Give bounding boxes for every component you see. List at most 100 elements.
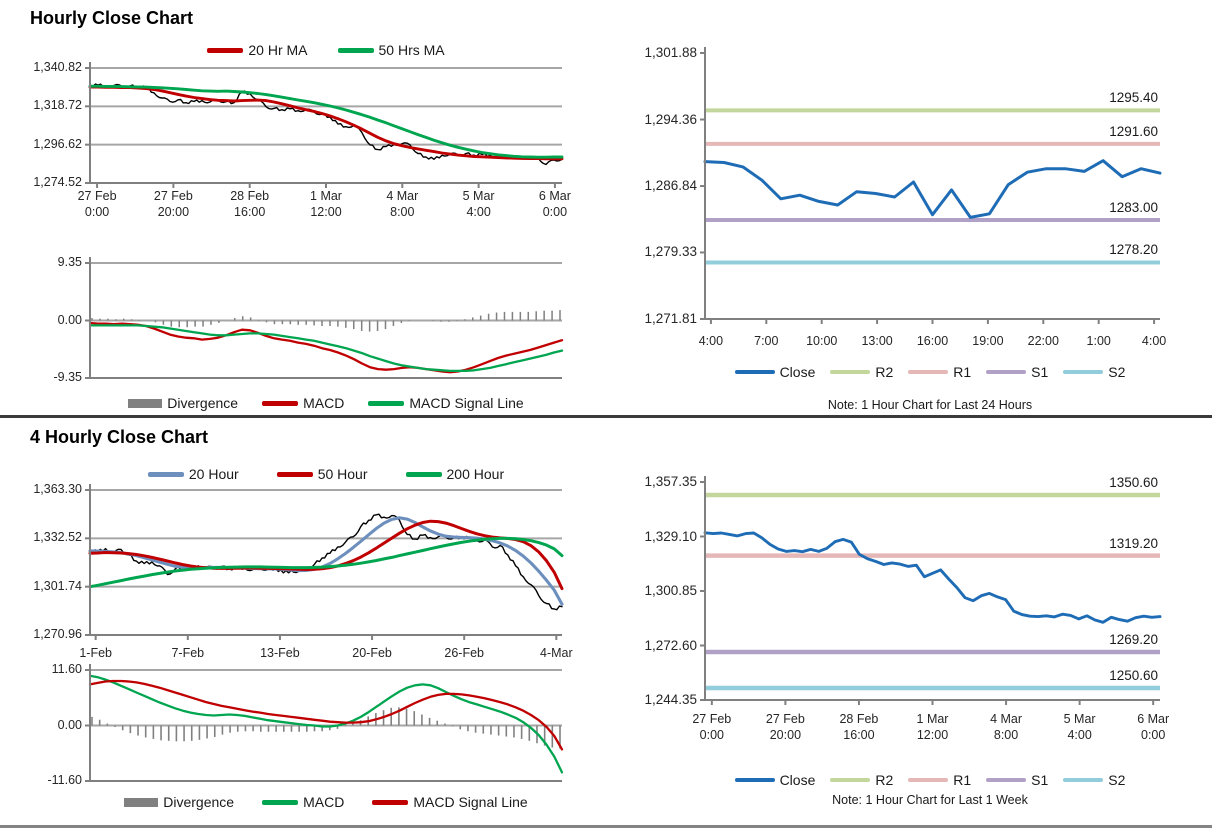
legend-item-close: Close: [734, 772, 815, 788]
legend-label: MACD: [303, 395, 345, 411]
20hr-ma-swatch: [207, 47, 244, 53]
ytick-label: -9.35: [53, 370, 83, 384]
macd-signal-swatch: [372, 799, 409, 805]
ytick-label: 1,271.81: [644, 311, 697, 326]
20hour-swatch: [147, 471, 184, 477]
close-swatch: [734, 778, 775, 782]
ytick-label: 1,318.72: [33, 98, 82, 113]
ytick-label: 1,332.52: [33, 530, 82, 545]
level-label-r2: 1295.40: [1109, 90, 1158, 106]
xtick-label: 27 Feb 0:00: [77, 189, 117, 219]
four-hourly-ma-legend: 20 Hour 50 Hour 200 Hour: [90, 466, 562, 482]
legend-item-r2: R2: [830, 772, 893, 788]
legend-item-50hour: 50 Hour: [276, 466, 368, 482]
r2-swatch: [830, 370, 871, 374]
ytick-label: 1,294.36: [644, 111, 697, 127]
hourly-macd-plot: [85, 257, 564, 379]
r1-swatch: [908, 778, 949, 782]
ytick-label: 1,329.10: [644, 528, 697, 544]
legend-item-divergence: Divergence: [124, 794, 234, 810]
xtick-label: 16:00: [916, 334, 949, 348]
legend-item-macd: MACD: [262, 395, 344, 411]
r1-swatch: [908, 370, 949, 374]
xtick-label: 19:00: [972, 334, 1004, 348]
legend-item-s2: S2: [1063, 364, 1125, 380]
xtick-label: 4:00: [1141, 334, 1167, 348]
ytick-label: 9.35: [57, 255, 82, 269]
xtick-label: 27 Feb 0:00: [692, 712, 732, 742]
four-hourly-macd-legend: Divergence MACD MACD Signal Line: [90, 794, 562, 810]
ytick-label: 1,296.62: [33, 136, 82, 151]
legend-item-macd: MACD: [262, 794, 344, 810]
legend-label: MACD: [303, 794, 345, 810]
legend-item-20hour: 20 Hour: [147, 466, 239, 482]
hourly-close-chart-title: Hourly Close Chart: [30, 8, 194, 28]
ytick-label: 1,301.74: [33, 578, 82, 593]
legend-label: R2: [875, 772, 894, 788]
legend-item-macd-signal: MACD Signal Line: [372, 794, 528, 810]
level-label-r2: 1350.60: [1109, 475, 1158, 491]
legend-label: 20 Hour: [188, 466, 239, 482]
ytick-label: 1,300.85: [644, 583, 697, 598]
legend-item-r1: R1: [908, 364, 971, 380]
level-label-s2: 1250.60: [1109, 667, 1158, 683]
xtick-label: 4-Mar: [540, 646, 573, 660]
four-hourly-macd-plot: [85, 664, 564, 782]
legend-item-s1: S1: [986, 772, 1048, 788]
legend-item-divergence: Divergence: [128, 395, 238, 411]
xtick-label: 28 Feb 16:00: [230, 189, 270, 219]
legend-label: S1: [1031, 772, 1049, 788]
200hour-swatch: [405, 471, 442, 477]
four-hourly-week-legend: Close R2 R1 S1 S2: [695, 772, 1165, 788]
ytick-label: 1,270.96: [33, 627, 82, 641]
ytick-label: 1,301.88: [644, 45, 697, 60]
level-label-s2: 1278.20: [1109, 242, 1158, 258]
ytick-label: 1,279.33: [644, 244, 697, 260]
level-label-r1: 1291.60: [1109, 123, 1158, 139]
ytick-label: 0.00: [57, 312, 82, 327]
xtick-label: 26-Feb: [444, 646, 484, 660]
legend-item-close: Close: [734, 364, 816, 380]
legend-label: 200 Hour: [446, 466, 505, 482]
ytick-label: -11.60: [47, 773, 82, 787]
xtick-label: 22:00: [1027, 334, 1059, 348]
xtick-label: 6 Mar 0:00: [1137, 712, 1170, 742]
legend-item-50hrs-ma: 50 Hrs MA: [337, 42, 445, 58]
legend-label: 20 Hr MA: [248, 42, 308, 58]
xtick-label: 7:00: [754, 334, 779, 348]
legend-label: S1: [1031, 364, 1049, 380]
xtick-label: 20-Feb: [352, 646, 392, 660]
ytick-label: 1,357.35: [644, 474, 697, 489]
close-swatch: [734, 370, 775, 374]
xtick-label: 7-Feb: [171, 646, 205, 660]
xtick-label: 4 Mar 8:00: [990, 712, 1023, 742]
hourly-24h-note: Note: 1 Hour Chart for Last 24 Hours: [827, 398, 1033, 412]
hourly-ma-legend: 20 Hr MA 50 Hrs MA: [90, 42, 562, 58]
legend-item-macd-signal: MACD Signal Line: [368, 395, 524, 411]
hourly-close-plot: [85, 62, 564, 188]
legend-label: MACD Signal Line: [413, 794, 528, 810]
xtick-label: 28 Feb 16:00: [839, 712, 879, 742]
bottom-rule: [0, 825, 1212, 828]
macd-swatch: [262, 799, 299, 805]
ytick-label: 1,244.35: [644, 692, 697, 707]
hourly-24h-legend: Close R2 R1 S1 S2: [695, 364, 1165, 380]
legend-item-s1: S1: [986, 364, 1048, 380]
legend-label: Close: [779, 364, 816, 380]
50hrs-ma-swatch: [337, 47, 374, 53]
xtick-label: 1 Mar 12:00: [310, 189, 342, 219]
xtick-label: 13:00: [861, 334, 893, 348]
hourly-24h-plot: [700, 47, 1162, 324]
macd-swatch: [262, 400, 299, 406]
level-label-s1: 1269.20: [1109, 632, 1158, 648]
hourly-macd-legend: Divergence MACD MACD Signal Line: [90, 395, 562, 411]
xtick-label: 1 Mar 12:00: [916, 712, 949, 742]
legend-label: Divergence: [167, 395, 239, 411]
four-hourly-week-note: Note: 1 Hour Chart for Last 1 Week: [832, 793, 1028, 807]
ytick-label: 1,340.82: [33, 60, 82, 74]
legend-item-20hr-ma: 20 Hr MA: [207, 42, 308, 58]
legend-label: R1: [953, 364, 972, 380]
divergence-swatch: [124, 797, 159, 807]
xtick-label: 10:00: [806, 334, 838, 348]
